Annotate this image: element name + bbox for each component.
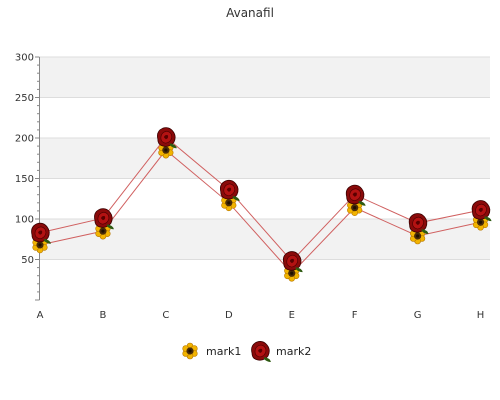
chart-title: Avanafil xyxy=(226,6,274,20)
x-tick-label: H xyxy=(477,310,485,321)
series-mark1 xyxy=(32,141,489,282)
rose-icon xyxy=(93,208,115,230)
series-layer xyxy=(31,127,493,282)
background-band xyxy=(40,57,490,98)
legend-item-mark1[interactable]: mark1 xyxy=(182,342,242,360)
rose-icon xyxy=(219,179,241,202)
legend-item-mark2[interactable]: mark2 xyxy=(251,340,312,363)
legend-label: mark2 xyxy=(276,345,311,358)
y-tick-label: 250 xyxy=(15,93,34,104)
axes xyxy=(35,56,40,301)
gridlines xyxy=(40,56,490,260)
series-line xyxy=(39,136,481,262)
series-mark2 xyxy=(31,127,493,273)
rose-icon xyxy=(251,340,272,363)
rose-icon xyxy=(345,184,367,207)
y-tick-label: 100 xyxy=(15,215,34,226)
background-band xyxy=(40,138,490,179)
rose-icon xyxy=(156,127,178,149)
legend-label: mark1 xyxy=(206,345,241,358)
x-tick-label: F xyxy=(352,310,358,321)
sunflower-icon xyxy=(182,342,198,360)
x-tick-label: D xyxy=(225,310,233,321)
rose-icon xyxy=(471,200,493,222)
tick-labels: 50 100 150 200 250 300 A B C D E F G H xyxy=(15,53,484,322)
x-tick-label: B xyxy=(99,310,106,321)
x-tick-label: C xyxy=(162,310,169,321)
x-tick-label: A xyxy=(37,310,44,321)
x-tick-label: E xyxy=(289,310,295,321)
y-tick-label: 300 xyxy=(15,53,34,64)
y-tick-label: 50 xyxy=(21,255,34,266)
x-tick-label: G xyxy=(414,310,422,321)
y-tick-label: 200 xyxy=(15,134,34,145)
rose-icon xyxy=(408,212,430,235)
series-line xyxy=(39,149,481,275)
legend: mark1 mark2 xyxy=(182,340,312,363)
y-tick-label: 150 xyxy=(15,174,34,185)
